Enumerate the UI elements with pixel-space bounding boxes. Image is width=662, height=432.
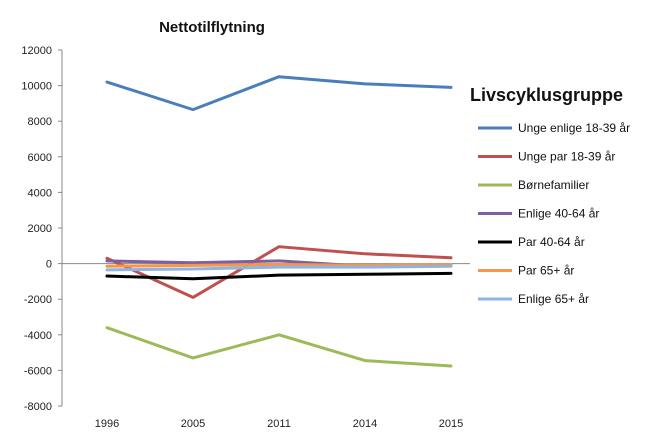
legend-label: Par 65+ år [518,264,574,278]
legend-label: Unge enlige 18-39 år [518,121,630,135]
y-tick-label: -8000 [24,401,52,413]
x-tick-label: 2005 [181,418,205,430]
chart-title: Nettotilflytning [159,19,265,36]
y-tick-label: -2000 [24,294,52,306]
series-line [105,271,453,281]
x-tick-label: 2014 [353,418,377,430]
y-tick-label: 8000 [28,116,52,128]
legend-label: Børnefamilier [518,178,589,192]
legend-label: Enlige 65+ år [518,292,589,306]
legend-title: Livscyklusgruppe [470,85,623,105]
y-tick-label: -4000 [24,330,52,342]
axes: 12000 10000 8000 6000 4000 2000 0 -2000 -4000 -60… [21,45,470,430]
y-tick-label: 2000 [28,223,52,235]
y-tick-label: 12000 [21,45,52,57]
y-tick-label: 4000 [28,187,52,199]
legend-label: Enlige 40-64 år [518,207,599,221]
x-tick-label: 2011 [267,418,291,430]
legend: Unge enlige 18-39 år Unge par 18-39 år Bør… [478,121,630,306]
series-line [105,326,453,368]
x-tick-label: 1996 [95,418,119,430]
y-tick-label: 10000 [21,81,52,93]
legend-label: Par 40-64 år [518,235,585,249]
y-tick-label: 0 [46,259,52,271]
series-line [105,262,453,268]
y-tick-label: -6000 [24,365,52,377]
x-tick-label: 2015 [439,418,463,430]
series-line [105,264,453,272]
series-line [105,245,453,299]
series-lines [105,75,453,368]
series-line [105,75,453,112]
y-tick-label: 6000 [28,152,52,164]
legend-label: Unge par 18-39 år [518,150,615,164]
